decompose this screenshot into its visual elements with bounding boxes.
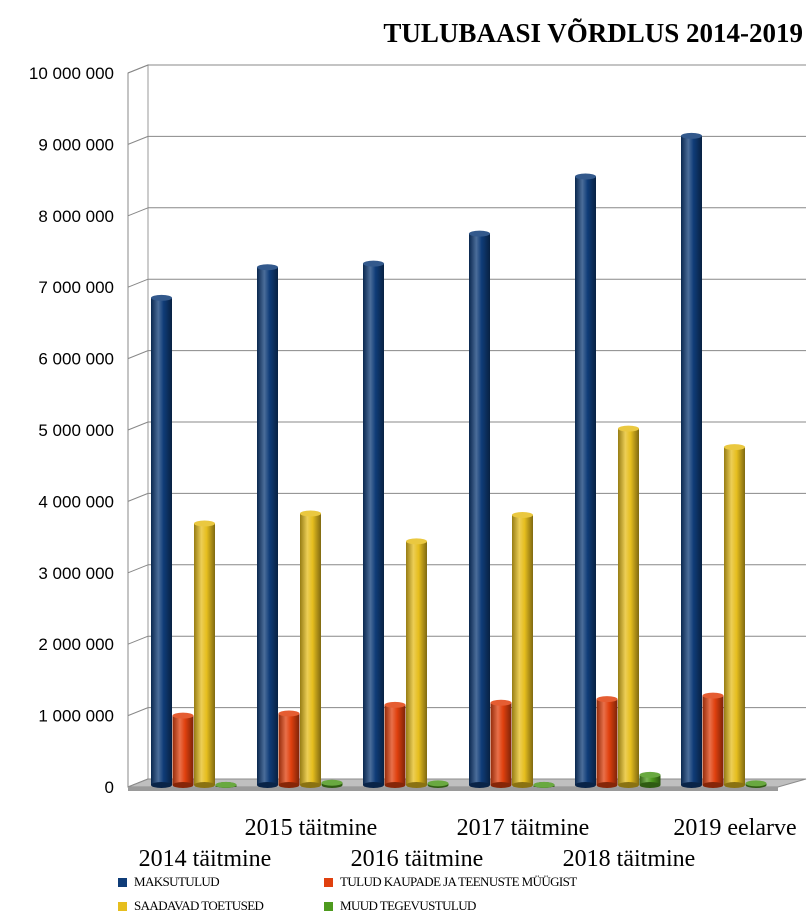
bar-tulud-kaupade-ja-teenuste-m-gist-2	[384, 701, 406, 788]
y-tick-label: 8 000 000	[38, 207, 114, 226]
x-tick-label: 2015 täitmine	[245, 815, 378, 841]
bar-maksutulud-5	[681, 132, 702, 788]
gridline-side	[127, 707, 149, 717]
bar-tulud-kaupade-ja-teenuste-m-gist-3	[490, 699, 512, 788]
legend-label: MUUD TEGEVUSTULUD	[340, 898, 476, 913]
legend-swatch	[118, 901, 127, 911]
y-tick-label: 0	[105, 778, 114, 797]
bar-tulud-kaupade-ja-teenuste-m-gist-1	[278, 710, 300, 788]
legend-item: MUUD TEGEVUSTULUD	[324, 898, 476, 914]
y-tick-label: 4 000 000	[38, 492, 114, 511]
gridline-side	[127, 492, 149, 502]
y-tick-label: 1 000 000	[38, 707, 114, 726]
legend-item: SAADAVAD TOETUSED	[118, 898, 264, 914]
bar-tulud-kaupade-ja-teenuste-m-gist-4	[596, 696, 618, 788]
y-tick-label: 2 000 000	[38, 635, 114, 654]
legend-item: MAKSUTULUD	[118, 874, 220, 890]
bar-saadavad-toetused-0	[194, 520, 215, 788]
y-tick-label: 5 000 000	[38, 421, 114, 440]
gridline-side	[127, 207, 149, 217]
legend-label: MAKSUTULUD	[134, 874, 220, 889]
bar-muud-tegevustulud-4	[639, 771, 661, 788]
legend-swatch	[324, 877, 333, 887]
bar-maksutulud-1	[257, 264, 278, 788]
legend-swatch	[324, 901, 333, 911]
chart-floor-edge	[128, 787, 778, 791]
bar-muud-tegevustulud-3	[533, 781, 555, 788]
chart-plot: 0 1 000 000 2 000 000 3 000 000 4 000 000 5 0…	[29, 64, 807, 870]
bar-maksutulud-4	[575, 173, 596, 788]
bar-maksutulud-0	[151, 294, 172, 788]
chart-title: TULUBAASI VÕRDLUS 2014-2019	[383, 18, 803, 48]
x-tick-label: 2016 täitmine	[351, 846, 484, 870]
y-tick-label: 3 000 000	[38, 564, 114, 583]
bar-muud-tegevustulud-5	[745, 780, 767, 788]
gridline-side	[127, 564, 149, 574]
gridline-side	[127, 64, 149, 74]
legend-label: SAADAVAD TOETUSED	[134, 898, 264, 913]
gridline-side	[127, 350, 149, 360]
bar-maksutulud-3	[469, 230, 490, 788]
gridline-side	[127, 421, 149, 431]
legend-swatch	[118, 877, 127, 887]
y-tick-label: 10 000 000	[29, 64, 114, 83]
legend-item: TULUD KAUPADE JA TEENUSTE MÜÜGIST	[324, 874, 577, 890]
bar-saadavad-toetused-3	[512, 511, 533, 788]
bar-saadavad-toetused-4	[618, 425, 639, 788]
gridline-side	[127, 278, 149, 288]
bar-saadavad-toetused-1	[300, 510, 321, 788]
gridline-side	[127, 135, 149, 145]
bar-tulud-kaupade-ja-teenuste-m-gist-0	[172, 712, 194, 788]
bar-saadavad-toetused-5	[724, 444, 745, 788]
bar-muud-tegevustulud-1	[321, 779, 343, 788]
bar-muud-tegevustulud-2	[427, 780, 449, 788]
x-tick-label: 2017 täitmine	[457, 815, 590, 841]
y-tick-label: 9 000 000	[38, 135, 114, 154]
bar-tulud-kaupade-ja-teenuste-m-gist-5	[702, 692, 724, 788]
x-tick-label: 2019 eelarve	[673, 815, 796, 841]
x-tick-label: 2014 täitmine	[139, 846, 272, 870]
legend-label: TULUD KAUPADE JA TEENUSTE MÜÜGIST	[340, 874, 577, 889]
y-tick-label: 7 000 000	[38, 278, 114, 297]
bar-muud-tegevustulud-0	[215, 781, 237, 788]
gridline-side	[127, 635, 149, 645]
x-tick-label: 2018 täitmine	[563, 846, 696, 870]
y-tick-label: 6 000 000	[38, 350, 114, 369]
bar-saadavad-toetused-2	[406, 538, 427, 788]
bar-maksutulud-2	[363, 260, 384, 788]
